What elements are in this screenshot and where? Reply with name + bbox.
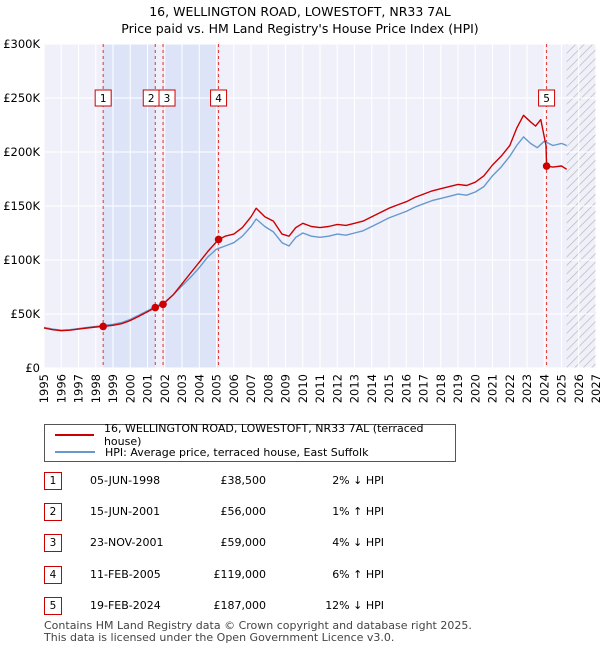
x-tick-label: 1999: [106, 374, 120, 403]
sale-label-box: [538, 89, 556, 107]
x-tick-label: 2017: [417, 374, 431, 403]
transaction-number-badge: 1: [44, 472, 62, 490]
transaction-date: 19-FEB-2024: [90, 599, 161, 612]
legend-entry-hpi: HPI: Average price, terraced house, East…: [55, 444, 368, 460]
hpi-line: [43, 136, 567, 331]
sale-label-box: [210, 89, 228, 107]
x-tick-label: 2014: [365, 374, 379, 403]
x-tick-label: 2016: [399, 374, 413, 403]
legend-entry-property: 16, WELLINGTON ROAD, LOWESTOFT, NR33 7AL…: [55, 422, 455, 448]
transaction-number-badge: 3: [44, 534, 62, 552]
transaction-row: 3 23-NOV-2001 £59,000 4% ↓ HPI: [44, 534, 444, 552]
legend-swatch-hpi: [55, 451, 95, 453]
y-tick-label: £150K: [3, 199, 40, 213]
x-tick-label: 1998: [89, 374, 103, 403]
footer-copyright: Contains HM Land Registry data © Crown c…: [44, 619, 472, 632]
sale-point: [542, 162, 551, 170]
x-tick-label: 2013: [348, 374, 362, 403]
chart-title: 16, WELLINGTON ROAD, LOWESTOFT, NR33 7AL: [149, 4, 451, 19]
x-tick-label: 2011: [313, 374, 327, 403]
x-tick-label: 2021: [486, 374, 500, 403]
y-tick-label: £0: [25, 361, 40, 375]
transaction-hpi-diff: 6% ↑ HPI: [332, 568, 384, 581]
transaction-date: 11-FEB-2005: [90, 568, 161, 581]
property-price-line: [43, 114, 568, 332]
y-tick-label: £50K: [11, 307, 41, 321]
x-tick-label: 2020: [468, 374, 482, 403]
x-tick-label: 2007: [244, 374, 258, 403]
sale-point: [214, 235, 223, 244]
sale-label-number: 4: [215, 93, 222, 105]
transaction-number-badge: 4: [44, 566, 62, 584]
transaction-date: 15-JUN-2001: [90, 505, 161, 518]
transaction-price: £38,500: [220, 474, 267, 487]
sale-label-number: 5: [543, 93, 550, 105]
chart-legend: 16, WELLINGTON ROAD, LOWESTOFT, NR33 7AL…: [44, 422, 456, 462]
transaction-price: £56,000: [220, 505, 267, 518]
x-tick-label: 1996: [54, 374, 68, 403]
transaction-date: 05-JUN-1998: [90, 474, 161, 487]
x-tick-label: 2025: [555, 374, 569, 403]
transaction-hpi-diff: 12% ↓ HPI: [325, 599, 384, 612]
x-tick-label: 2026: [572, 374, 586, 403]
transaction-hpi-diff: 2% ↓ HPI: [332, 474, 384, 487]
transaction-hpi-diff: 4% ↓ HPI: [332, 536, 384, 549]
x-tick-label: 2023: [520, 374, 534, 403]
x-tick-label: 1997: [72, 374, 86, 403]
transaction-hpi-diff: 1% ↑ HPI: [332, 505, 384, 518]
price-chart: 1 2 3 4 5£0£50K£100K£150K£200K£250K£300K1995…: [3, 37, 600, 403]
sale-point: [99, 322, 107, 331]
transaction-date: 23-NOV-2001: [90, 536, 164, 549]
chart-subtitle: Price paid vs. HM Land Registry's House …: [121, 21, 479, 36]
sale-label-number: 1: [100, 93, 107, 105]
x-tick-label: 2000: [123, 374, 137, 403]
x-tick-label: 2027: [589, 374, 600, 403]
footer-attribution: Contains HM Land Registry data © Crown c…: [44, 620, 472, 644]
x-tick-label: 2001: [141, 374, 155, 403]
sale-label-number: 3: [164, 93, 171, 105]
transaction-price: £187,000: [213, 599, 267, 612]
x-tick-label: 2009: [279, 374, 293, 403]
x-tick-label: 2010: [296, 374, 310, 403]
transaction-row: 5 19-FEB-2024 £187,000 12% ↓ HPI: [44, 597, 444, 615]
x-tick-label: 2015: [382, 374, 396, 403]
sale-point: [159, 300, 167, 309]
sale-label-number: 2: [148, 93, 155, 105]
x-tick-label: 2004: [192, 374, 206, 403]
transaction-row: 2 15-JUN-2001 £56,000 1% ↑ HPI: [44, 503, 444, 521]
transaction-price: £119,000: [213, 568, 267, 581]
y-tick-label: £200K: [3, 145, 40, 159]
sale-label-box: [94, 89, 112, 107]
footer-licence: This data is licensed under the Open Gov…: [44, 631, 395, 644]
legend-swatch-property: [55, 434, 94, 436]
transaction-row: 4 11-FEB-2005 £119,000 6% ↑ HPI: [44, 566, 444, 584]
y-tick-label: £250K: [3, 91, 40, 105]
x-tick-label: 2022: [503, 374, 517, 403]
sale-point: [151, 303, 160, 312]
transaction-row: 1 05-JUN-1998 £38,500 2% ↓ HPI: [44, 472, 444, 490]
x-tick-label: 2003: [175, 374, 189, 403]
transaction-number-badge: 2: [44, 503, 62, 521]
x-tick-label: 2002: [158, 374, 172, 403]
x-tick-label: 2024: [537, 374, 551, 403]
sale-label-box: [158, 89, 176, 107]
x-tick-label: 2019: [451, 374, 465, 403]
x-tick-label: 2008: [261, 374, 275, 403]
x-tick-label: 2005: [210, 374, 224, 403]
transaction-number-badge: 5: [44, 597, 62, 615]
x-tick-label: 1995: [37, 374, 51, 403]
x-tick-label: 2012: [330, 374, 344, 403]
transaction-price: £59,000: [220, 536, 267, 549]
y-tick-label: £100K: [3, 253, 40, 267]
x-tick-label: 2006: [227, 374, 241, 403]
legend-label-hpi: HPI: Average price, terraced house, East…: [105, 445, 369, 459]
legend-label-property: 16, WELLINGTON ROAD, LOWESTOFT, NR33 7AL…: [103, 422, 424, 448]
x-tick-label: 2018: [434, 374, 448, 403]
y-tick-label: £300K: [3, 37, 40, 51]
